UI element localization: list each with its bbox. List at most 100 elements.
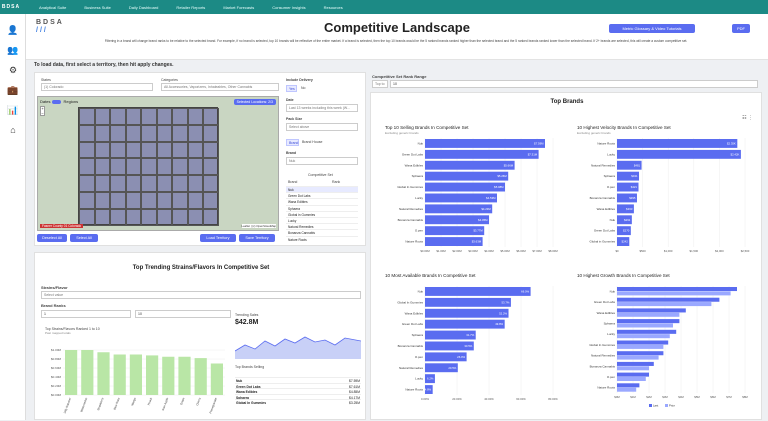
toggle-regions[interactable]: Regions [63,99,79,104]
bar[interactable] [617,291,731,296]
home-icon[interactable]: ⌂ [10,125,16,135]
bar[interactable] [146,355,159,395]
bar[interactable] [425,352,467,362]
bar[interactable] [617,149,741,159]
county[interactable] [79,108,95,125]
gear-icon[interactable]: ⚙ [8,64,18,75]
county[interactable] [125,208,141,226]
delivery-no[interactable]: No [301,86,306,90]
categories-select[interactable]: All Accessories, Vaporizers, Inhaleables… [161,83,279,91]
pack-size-select[interactable]: Select above [286,123,358,131]
county[interactable] [172,175,188,192]
bar[interactable] [617,387,637,392]
group-icon[interactable]: 👥 [7,44,19,55]
bar[interactable] [425,287,531,296]
county[interactable] [79,158,95,176]
bar[interactable] [210,363,223,396]
nav-item-0[interactable]: Analytical Suite [39,4,67,10]
county[interactable] [187,158,203,176]
bar[interactable] [425,385,433,394]
county[interactable] [141,192,157,209]
county[interactable] [172,192,188,209]
bar[interactable] [617,302,712,307]
select-all-button[interactable]: Select All [70,234,98,242]
load-territory-button[interactable]: Load Territory [200,234,236,242]
bar[interactable] [425,193,497,203]
bar[interactable] [425,374,435,384]
bar[interactable] [617,329,677,334]
bar[interactable] [162,356,175,395]
comp-set-range-prefix[interactable]: Top to [372,80,388,88]
territory-map[interactable]: Dates Regions Selected Locations: 2/3 Fa… [37,96,279,231]
date-select[interactable]: Last 13 weeks including this week (W... [286,104,358,112]
county[interactable] [141,175,157,192]
bar[interactable] [617,361,654,366]
county[interactable] [156,124,172,142]
bar[interactable] [425,171,509,181]
competitive-set-row[interactable]: Nuk [286,186,358,192]
county[interactable] [125,124,141,142]
county[interactable] [94,208,110,226]
county[interactable] [187,124,203,142]
competitive-set-row[interactable]: Sphaera [286,204,358,211]
nav-item-1[interactable]: Business Suite [84,4,111,10]
comp-set-range-input[interactable]: 10 [390,80,758,88]
county[interactable] [187,192,203,209]
person-icon[interactable]: 👤 [7,24,19,35]
delivery-yes[interactable]: Yes [286,85,297,92]
briefcase-icon[interactable]: 💼 [7,84,19,95]
bar[interactable] [425,297,511,307]
county[interactable] [172,208,188,226]
bar[interactable] [425,308,509,318]
county[interactable] [79,124,95,142]
states-select[interactable]: (1) Colorado [41,83,153,91]
bar[interactable] [617,237,630,246]
toggle-switch[interactable] [52,99,62,104]
county[interactable] [110,108,126,125]
county[interactable] [203,141,219,159]
county[interactable] [203,208,219,226]
bar[interactable] [425,215,489,225]
county[interactable] [110,141,126,159]
bar[interactable] [65,350,78,395]
bar[interactable] [617,182,639,192]
bar[interactable] [617,297,720,302]
county[interactable] [187,141,203,159]
county[interactable] [141,158,157,176]
bar[interactable] [617,355,659,360]
county[interactable] [94,175,110,192]
toggle-dates[interactable]: Dates [40,99,51,104]
county[interactable] [79,192,95,209]
county[interactable] [203,124,219,142]
county[interactable] [79,175,95,192]
bar[interactable] [617,351,664,356]
county[interactable] [156,208,172,226]
bar[interactable] [425,160,515,170]
bar[interactable] [425,341,474,351]
bar[interactable] [425,226,485,236]
county[interactable] [125,108,141,125]
county[interactable] [94,124,110,142]
county[interactable] [187,108,203,125]
save-territory-button[interactable]: Save Territory [239,234,275,242]
bar[interactable] [425,182,505,192]
nav-item-2[interactable]: Daily Dashboard [128,4,159,10]
bar[interactable] [617,312,680,317]
county[interactable] [172,141,188,159]
county[interactable] [125,158,141,176]
app-logo[interactable]: BDSA [1,3,21,10]
county[interactable] [141,108,157,125]
bar[interactable] [617,344,664,349]
county[interactable] [125,192,141,209]
chart-tools-icon[interactable]: ☷ ⋮ [742,115,753,121]
bar[interactable] [617,334,670,339]
bar[interactable] [617,160,642,170]
county[interactable] [141,208,157,226]
competitive-set-row[interactable]: Bonanza Cannabis [286,229,358,235]
county[interactable] [110,158,126,176]
county[interactable] [110,208,126,226]
rank-from-input[interactable]: 1 [41,310,131,318]
county[interactable] [203,108,219,125]
nav-item-4[interactable]: Market Forecasts [223,4,255,10]
county[interactable] [141,141,157,159]
